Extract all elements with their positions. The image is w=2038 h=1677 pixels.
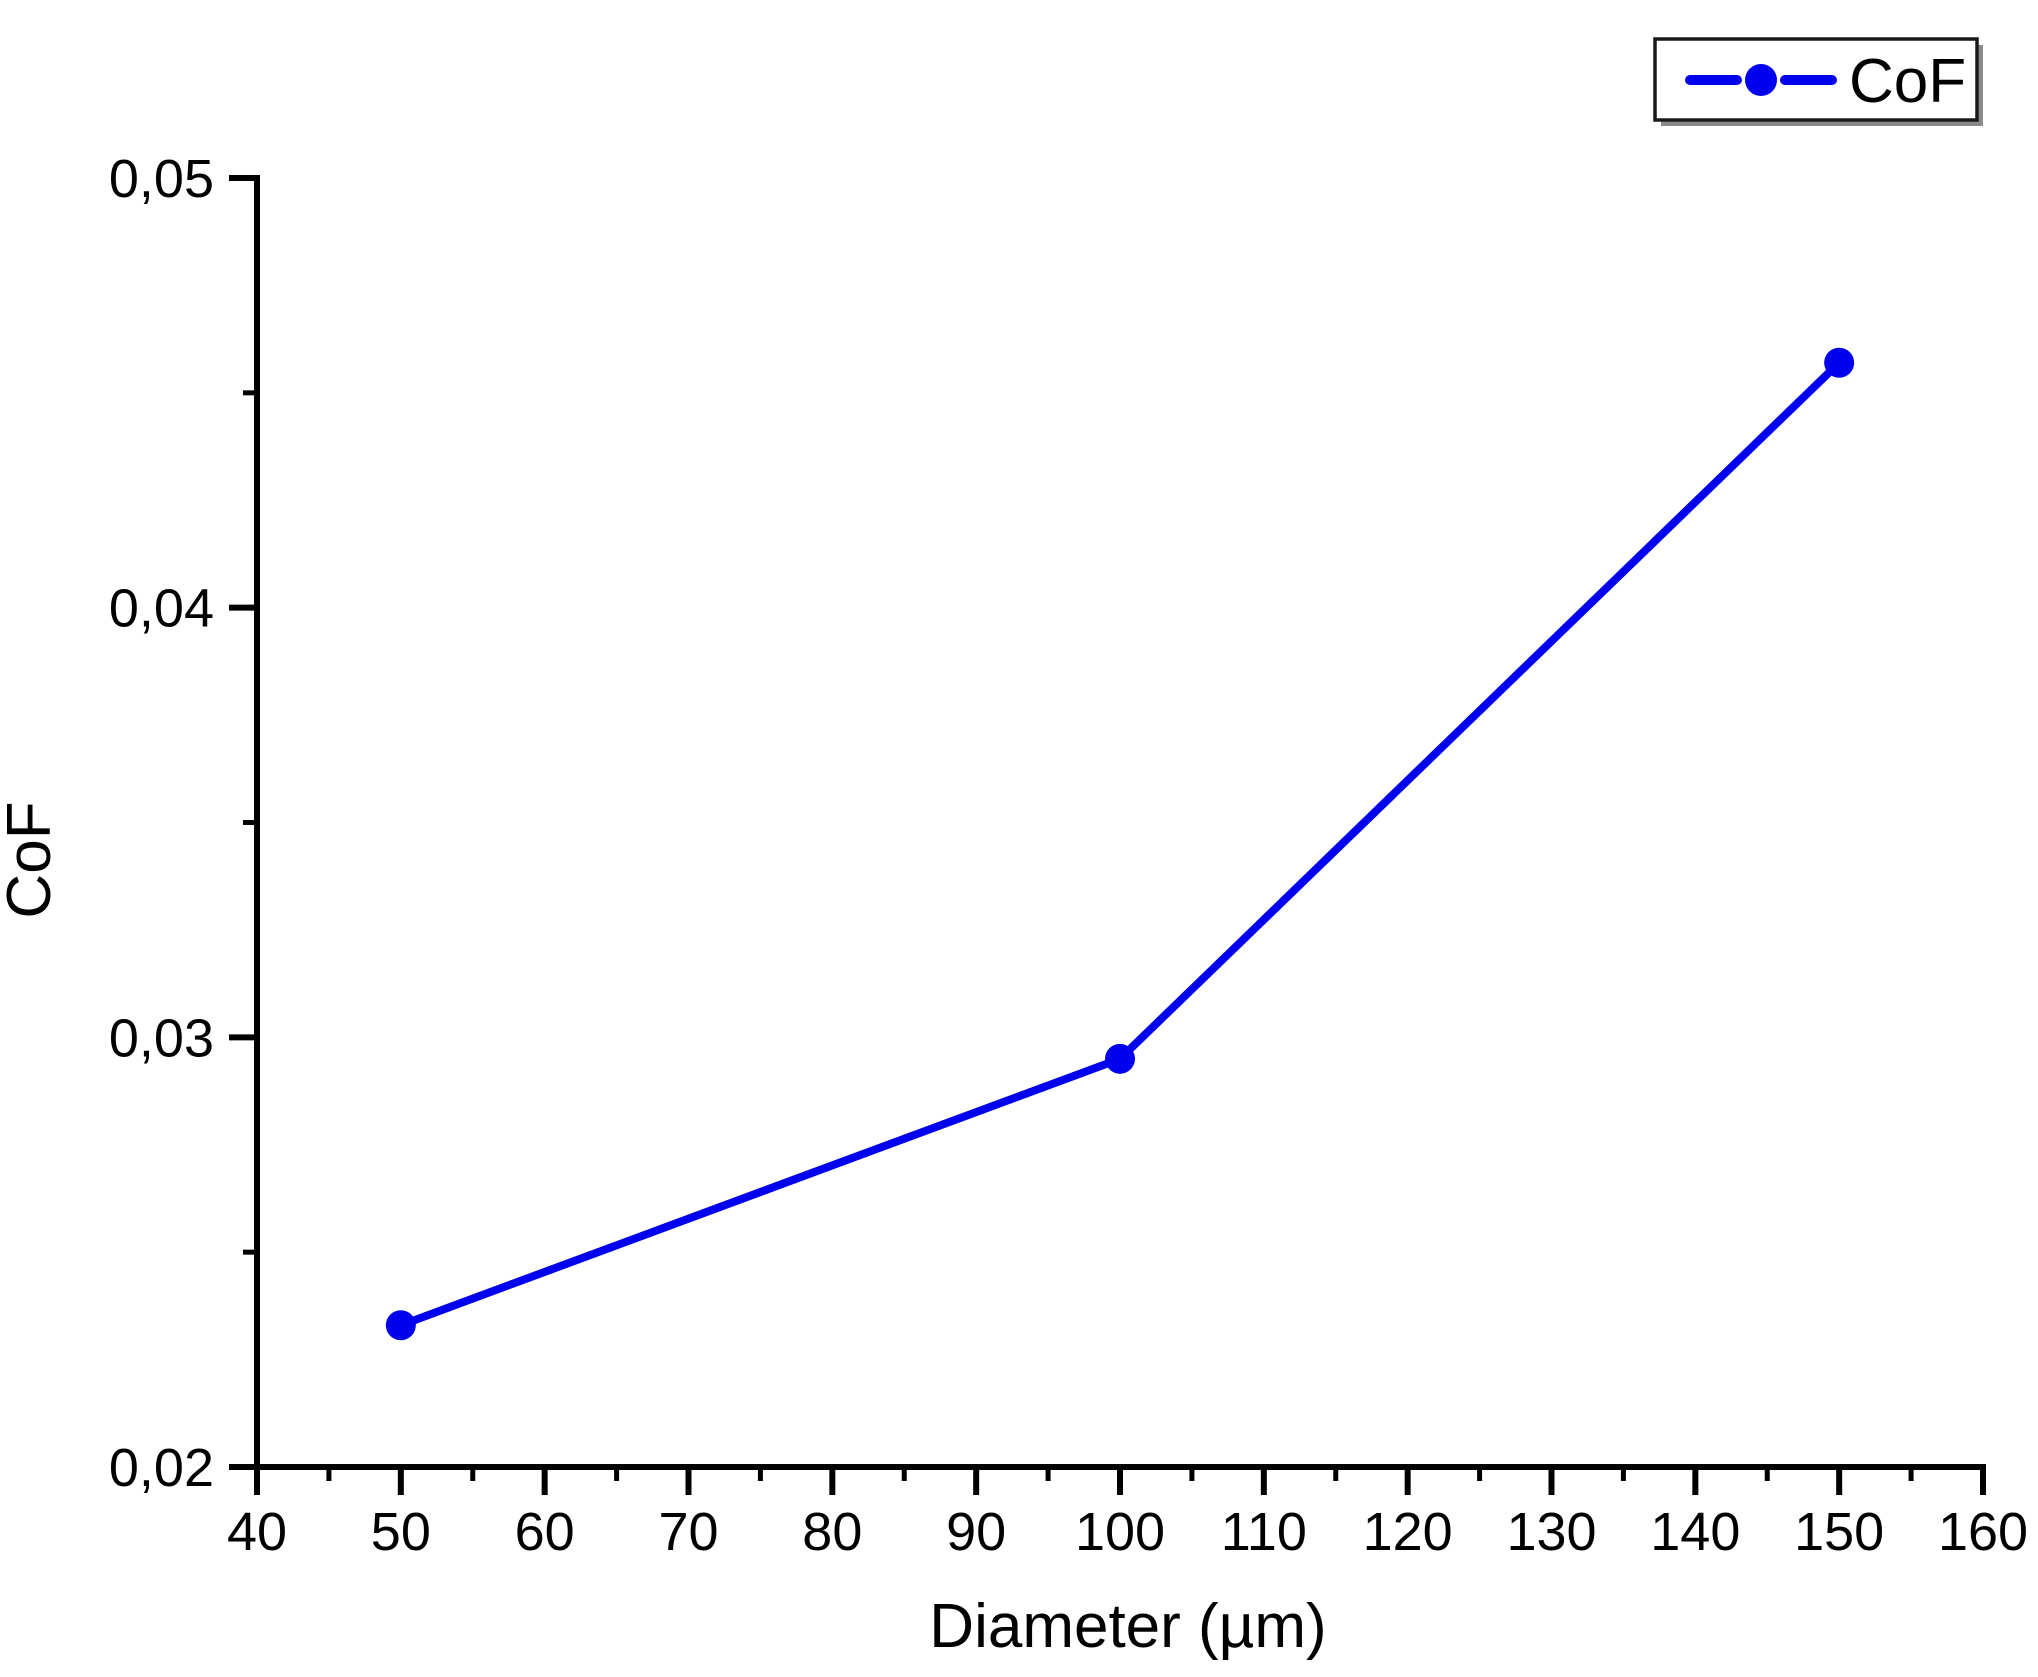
y-tick-label: 0,04 [109, 579, 214, 639]
series-group [385, 347, 1855, 1341]
data-point [385, 1310, 416, 1341]
x-tick-label: 40 [227, 1502, 287, 1562]
y-tick-label: 0,03 [109, 1008, 214, 1068]
x-tick-label: 130 [1506, 1502, 1596, 1562]
x-tick-label: 150 [1794, 1502, 1884, 1562]
axes-ticks: 40 50 60 70 80 90 100 110 120 130 140 150 160 0,02 0,0… [109, 149, 2028, 1562]
x-tick-label: 140 [1650, 1502, 1740, 1562]
x-tick-label: 160 [1938, 1502, 2028, 1562]
x-tick-label: 120 [1363, 1502, 1453, 1562]
x-tick-label: 50 [371, 1502, 431, 1562]
x-tick-label: 90 [946, 1502, 1006, 1562]
legend-line-symbol [1685, 64, 1837, 96]
data-point [1824, 347, 1855, 378]
legend-label: CoF [1849, 47, 1966, 116]
y-axis-title: CoF [0, 801, 64, 918]
x-tick-label: 110 [1221, 1502, 1307, 1562]
series-line [396, 358, 1844, 1330]
x-tick-label: 60 [515, 1502, 575, 1562]
y-tick-label: 0,02 [109, 1438, 214, 1498]
x-tick-label: 80 [802, 1502, 862, 1562]
y-tick-label: 0,05 [109, 149, 214, 209]
legend: CoF [1653, 37, 1983, 126]
x-axis-title: Diameter (µm) [929, 1592, 1326, 1661]
x-tick-label: 70 [658, 1502, 718, 1562]
legend-marker-dot [1745, 64, 1777, 96]
data-point [1105, 1043, 1135, 1074]
x-tick-label: 100 [1075, 1502, 1165, 1562]
